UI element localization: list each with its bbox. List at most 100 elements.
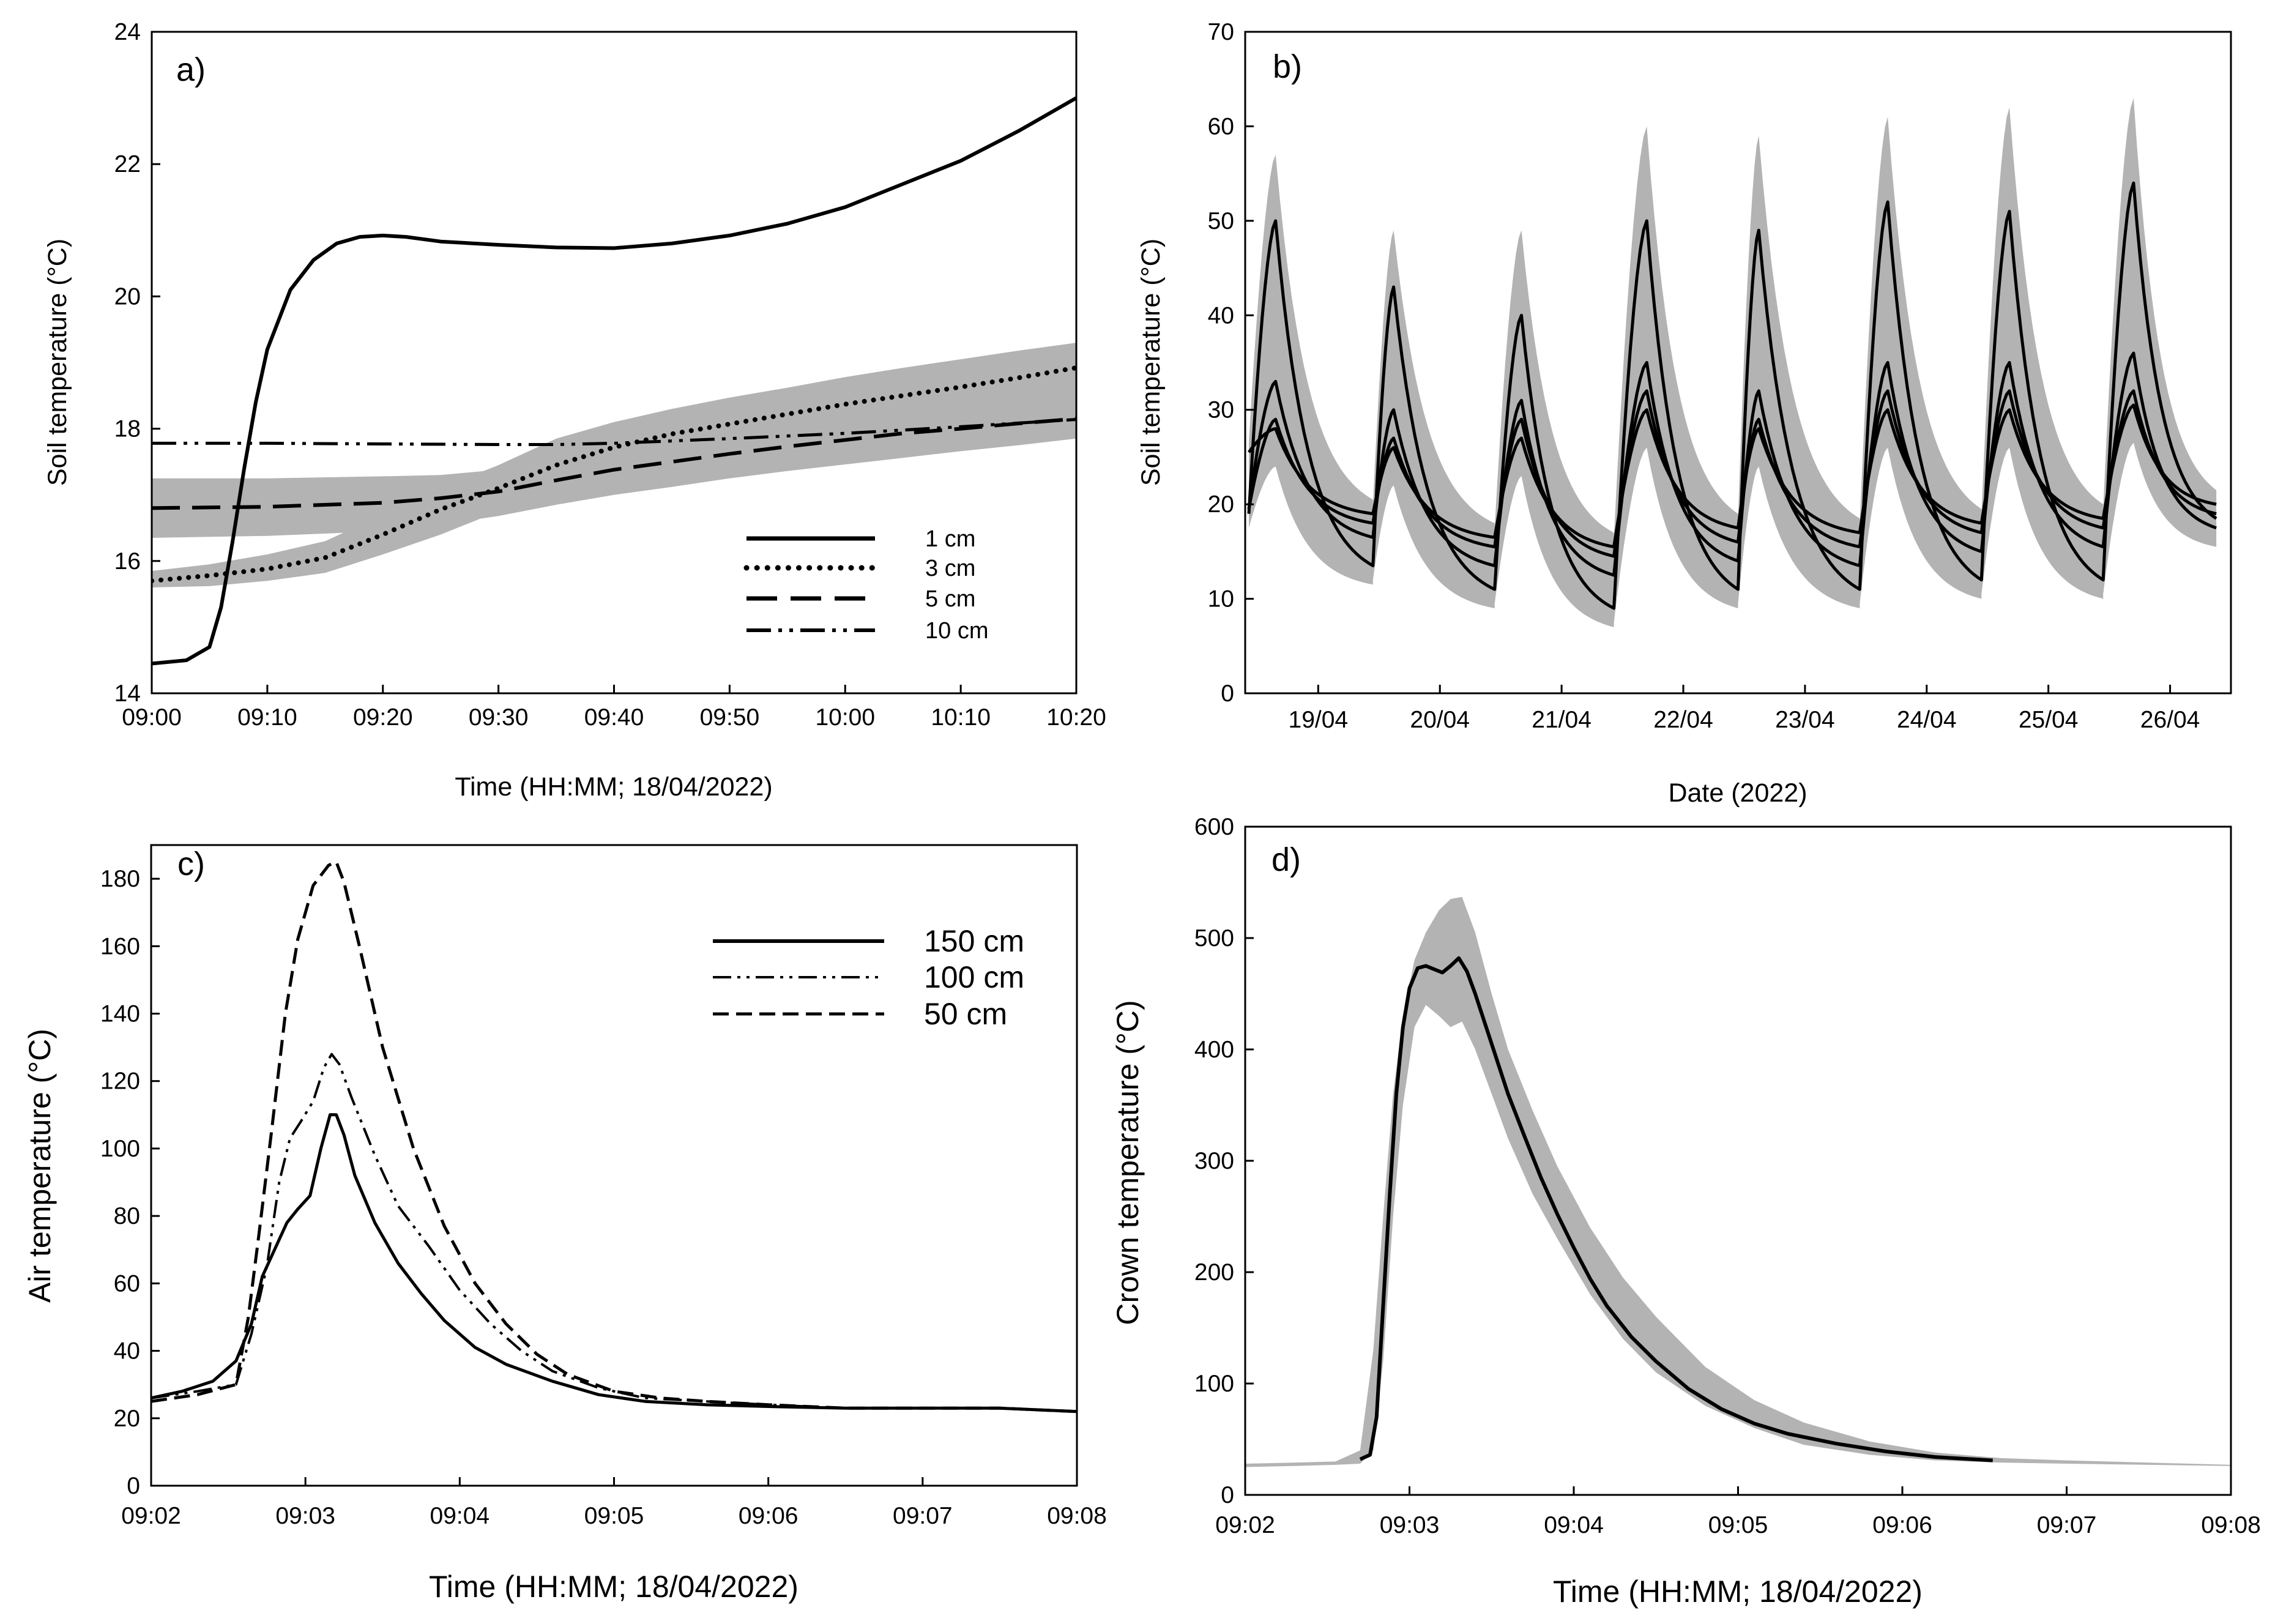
c-y-tick-label: 140 [100,1001,140,1027]
a-x-tick-label: 09:40 [584,704,644,731]
b-series-line [1247,389,2217,558]
a-x-tick-label: 09:30 [469,704,529,731]
c-panel-label: c) [177,846,205,882]
c-series-line [151,860,1077,1414]
a-x-axis: 09:00 09:10 09:20 09:30 09:40 09:50 10:00 10:10… [122,685,1106,731]
b-x-tick-label: 20/04 [1410,707,1470,733]
panel-c: 09:02 09:03 09:04 09:05 09:06 09:07 09:08 0 20 4… [23,844,1107,1604]
a-x-axis-label: Time (HH:MM; 18/04/2022) [455,772,772,802]
a-y-tick-label: 18 [114,416,141,442]
a-y-tick-label: 16 [114,548,141,575]
c-x-tick-label: 09:06 [739,1503,799,1529]
d-y-tick-label: 600 [1194,814,1234,840]
c-y-tick-label: 120 [100,1068,140,1095]
c-y-tick-label: 100 [100,1136,140,1162]
d-x-tick-label: 09:08 [2201,1512,2261,1538]
c-y-tick-label: 160 [100,933,140,959]
d-x-axis: 09:02 09:03 09:04 09:05 09:06 09:07 09:08 [1215,1486,2261,1538]
c-y-tick-label: 180 [100,866,140,892]
c-y-axis: 0 20 40 60 80 100 120 140 160 180 [100,866,160,1499]
c-legend-label-150cm: 150 cm [924,924,1024,958]
a-band [152,389,1076,538]
d-x-tick-label: 09:03 [1380,1512,1440,1538]
panel-b: 19/04 20/04 21/04 22/04 23/04 24/04 25/04 26/04… [1136,19,2232,808]
b-y-tick-label: 0 [1221,680,1234,707]
d-bands [1245,896,2231,1467]
a-panel-label: a) [176,51,206,88]
b-bands [1249,98,2217,627]
a-x-tick-label: 09:20 [353,704,413,731]
d-y-axis-label: Crown temperature (°C) [1111,1000,1145,1325]
a-legend-label-5cm: 5 cm [925,586,975,612]
c-legend-label-100cm: 100 cm [924,960,1024,994]
panel-a: 09:00 09:10 09:20 09:30 09:40 09:50 10:00 10:10… [43,19,1106,802]
b-x-tick-label: 24/04 [1897,707,1957,733]
c-legend-label-50cm: 50 cm [924,997,1007,1031]
a-legend-label-3cm: 3 cm [925,556,975,581]
c-x-tick-label: 09:03 [275,1503,335,1529]
b-plot-frame [1244,31,2232,695]
a-series-line [152,96,1076,666]
b-x-axis-label: Date (2022) [1668,778,1807,808]
c-y-tick-label: 80 [114,1203,140,1229]
c-series-line [151,1052,1077,1413]
b-x-tick-label: 26/04 [2140,707,2200,733]
a-lines [152,96,1076,666]
b-y-axis: 0 10 20 30 40 50 60 70 [1208,19,1254,707]
d-x-tick-label: 09:02 [1215,1512,1275,1538]
b-y-tick-label: 10 [1208,586,1234,613]
c-x-tick-label: 09:05 [584,1503,644,1529]
d-y-tick-label: 300 [1194,1148,1234,1174]
c-x-tick-label: 09:02 [121,1503,181,1529]
d-x-tick-label: 09:06 [1872,1512,1932,1538]
b-panel-label: b) [1273,48,1302,85]
a-x-tick-label: 09:00 [122,704,182,731]
b-lines [1247,181,2217,610]
d-lines [1359,956,1993,1462]
a-y-tick-label: 20 [114,283,141,310]
b-x-tick-label: 25/04 [2019,707,2079,733]
d-y-tick-label: 500 [1194,925,1234,952]
c-x-tick-label: 09:07 [893,1503,953,1529]
c-legend: 150 cm 100 cm 50 cm [713,924,1024,1031]
d-y-tick-label: 400 [1194,1037,1234,1063]
a-x-tick-label: 09:10 [237,704,297,731]
d-series-line [1359,956,1993,1462]
a-legend: 1 cm 3 cm 5 cm 10 cm [743,526,988,644]
c-x-axis: 09:02 09:03 09:04 09:05 09:06 09:07 09:08 [121,1477,1107,1529]
a-series-line [152,365,1076,584]
c-lines [151,860,1077,1414]
b-x-tick-label: 22/04 [1653,707,1713,733]
a-y-axis: 14 16 18 20 22 24 [114,19,160,707]
b-y-tick-label: 50 [1208,208,1234,234]
a-y-axis-label: Soil temperature (°C) [43,239,72,486]
a-y-tick-label: 22 [114,151,141,177]
b-y-tick-label: 60 [1208,113,1234,140]
b-x-tick-label: 23/04 [1775,707,1835,733]
panel-d: 09:02 09:03 09:04 09:05 09:06 09:07 09:08 0 100… [1111,814,2261,1609]
b-series-line [1247,351,2217,577]
a-x-tick-label: 09:50 [700,704,760,731]
b-series-line [1247,181,2217,610]
b-x-tick-label: 19/04 [1289,707,1349,733]
d-y-tick-label: 200 [1194,1259,1234,1286]
b-band [1249,98,2217,627]
c-x-tick-label: 09:08 [1047,1503,1107,1529]
c-y-tick-label: 60 [114,1270,140,1297]
d-x-tick-label: 09:04 [1544,1512,1604,1538]
d-x-tick-label: 09:07 [2037,1512,2097,1538]
a-y-tick-label: 24 [114,19,141,45]
b-x-tick-label: 21/04 [1532,707,1592,733]
a-x-tick-label: 10:20 [1046,704,1106,731]
c-y-axis-label: Air temperature (°C) [23,1029,57,1303]
a-x-tick-label: 10:10 [931,704,991,731]
b-y-tick-label: 40 [1208,302,1234,329]
a-series-line [152,417,1076,510]
d-x-axis-label: Time (HH:MM; 18/04/2022) [1553,1574,1923,1609]
d-y-tick-label: 100 [1194,1371,1234,1397]
d-x-tick-label: 09:05 [1708,1512,1768,1538]
b-y-tick-label: 30 [1208,397,1234,423]
c-y-tick-label: 40 [114,1338,140,1365]
d-y-axis: 0 100 200 300 400 500 600 [1194,814,1254,1508]
